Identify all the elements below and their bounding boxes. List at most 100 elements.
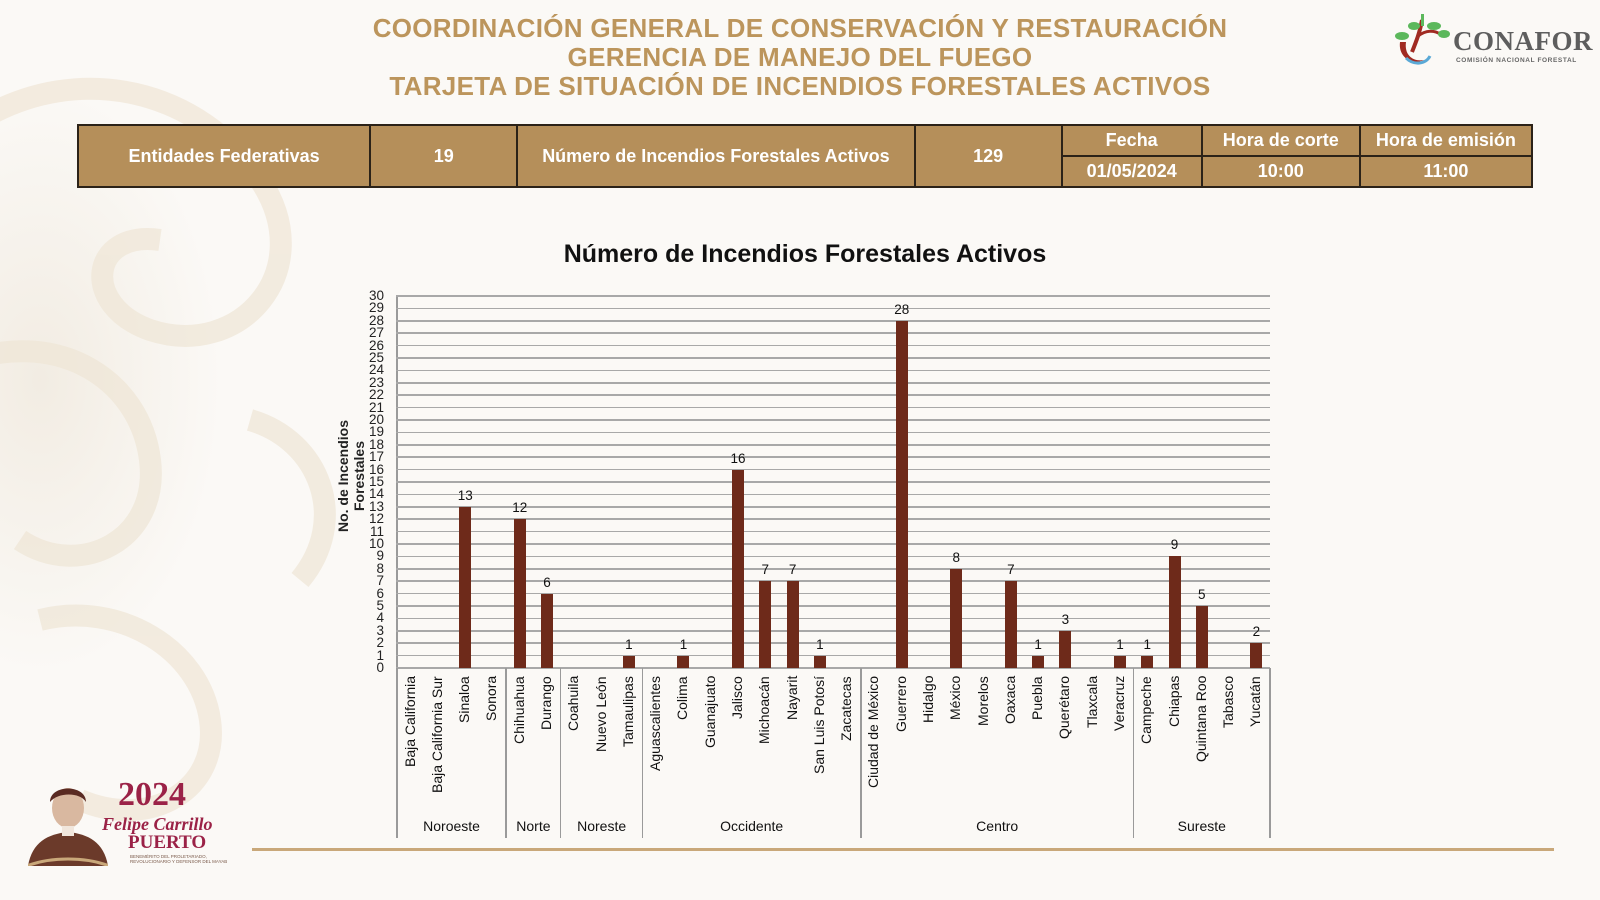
category-label: Quintana Roo <box>1192 676 1209 763</box>
category-label: Nuevo León <box>592 676 609 752</box>
badge-surname: PUERTO <box>128 832 207 853</box>
category-label: México <box>947 676 964 721</box>
category-label: Morelos <box>974 676 991 726</box>
bar <box>1004 581 1017 668</box>
bar-value-label: 1 <box>816 636 824 652</box>
bar-value-label: 1 <box>1034 636 1042 652</box>
y-tick-label: 13 <box>368 498 384 514</box>
gridline <box>396 630 1270 632</box>
gridline <box>396 481 1270 483</box>
felipe-carrillo-puerto-badge: 2024 Felipe Carrillo PUERTO BENEMÉRITO D… <box>20 770 230 875</box>
y-tick-label: 30 <box>368 288 384 303</box>
category-label: Tamaulipas <box>619 676 636 747</box>
y-tick-label: 4 <box>376 610 384 626</box>
region-label: Occidente <box>720 818 784 834</box>
gridline <box>396 357 1270 359</box>
gridline <box>396 518 1270 520</box>
gridline <box>396 369 1270 372</box>
category-label: Guerrero <box>892 676 909 733</box>
gridline <box>396 320 1270 322</box>
footer-divider <box>252 848 1554 851</box>
bar-value-label: 5 <box>1198 587 1206 602</box>
region-label: Norte <box>516 818 551 834</box>
gridline <box>396 617 1270 620</box>
category-label: Nayarit <box>783 676 800 721</box>
y-tick-label: 17 <box>368 449 384 465</box>
gridline <box>396 493 1270 496</box>
category-label: Tlaxcala <box>1083 676 1100 729</box>
y-tick-label: 26 <box>368 337 384 353</box>
region-separator <box>396 668 398 838</box>
bar-value-label: 7 <box>1007 562 1015 578</box>
y-tick-label: 16 <box>368 461 384 477</box>
category-label: Yucatán <box>1247 676 1264 727</box>
y-tick-label: 18 <box>368 436 384 452</box>
entidades-label: Entidades Federativas <box>76 124 372 188</box>
y-tick-label: 29 <box>368 300 384 316</box>
y-tick-label: 9 <box>376 548 384 564</box>
region-separator <box>860 668 862 838</box>
y-tick-label: 11 <box>369 523 384 539</box>
region-separator <box>1132 668 1135 838</box>
hora-corte-label: Hora de corte <box>1200 124 1361 157</box>
bar <box>732 469 745 668</box>
gridline <box>396 307 1270 310</box>
gridline <box>396 444 1270 446</box>
portrait-icon <box>28 788 108 866</box>
hora-emision-value: 11:00 <box>1358 155 1534 188</box>
category-label: Michoacán <box>756 676 773 744</box>
region-separator <box>641 668 644 838</box>
entidades-value: 19 <box>369 124 519 188</box>
bar <box>677 655 690 668</box>
gridline <box>396 592 1270 595</box>
bar-value-label: 1 <box>1143 636 1151 652</box>
category-label: Aguascalientes <box>647 676 664 771</box>
category-label: Sinaloa <box>456 676 473 723</box>
hora-emision-label: Hora de emisión <box>1358 124 1534 157</box>
category-label: San Luis Potosí <box>810 676 827 775</box>
bar-value-label: 1 <box>625 636 633 652</box>
category-label: Veracruz <box>1110 676 1127 732</box>
y-tick-label: 25 <box>368 350 384 365</box>
y-tick-label: 28 <box>368 312 384 328</box>
gridline <box>396 555 1270 558</box>
header-line-2: GERENCIA DE MANEJO DEL FUEGO <box>567 42 1033 72</box>
region-separator <box>505 668 507 838</box>
gridline <box>396 394 1270 396</box>
category-label: Hidalgo <box>919 676 936 724</box>
summary-table: Entidades Federativas 19 Número de Incen… <box>76 124 1534 188</box>
gridline <box>396 406 1270 409</box>
logo-wordmark: CONAFOR <box>1453 26 1593 56</box>
category-label: Jalisco <box>729 676 746 719</box>
header-line-3: TARJETA DE SITUACIÓN DE INCENDIOS FOREST… <box>389 71 1211 101</box>
gridline <box>396 667 1270 669</box>
y-tick-label: 1 <box>376 647 384 663</box>
gridline <box>396 543 1270 545</box>
category-label: Tabasco <box>1220 676 1237 729</box>
y-tick-label: 5 <box>376 598 384 613</box>
category-label: Sonora <box>483 676 500 722</box>
bar <box>786 581 799 668</box>
category-label: Puebla <box>1029 676 1046 720</box>
bar-value-label: 7 <box>788 562 797 578</box>
bar-value-label: 1 <box>679 636 688 652</box>
header-line-1: COORDINACIÓN GENERAL DE CONSERVACIÓN Y R… <box>372 13 1228 43</box>
bar <box>459 506 472 668</box>
gridline <box>396 419 1270 421</box>
category-label: Querétaro <box>1056 676 1073 740</box>
y-tick-label: 20 <box>368 412 384 427</box>
region-separator <box>1269 668 1271 838</box>
bar-value-label: 7 <box>761 562 770 578</box>
y-tick-label: 2 <box>376 635 384 651</box>
bar <box>541 593 554 668</box>
chart-title: Número de Incendios Forestales Activos <box>563 240 1047 268</box>
region-label: Centro <box>976 818 1019 834</box>
bar-value-label: 12 <box>512 500 528 516</box>
y-tick-label: 21 <box>368 399 384 415</box>
bar-value-label: 3 <box>1061 611 1070 627</box>
hora-corte-value: 10:00 <box>1200 155 1361 188</box>
gridline <box>396 568 1270 570</box>
gridline <box>396 654 1270 657</box>
y-tick-label: 22 <box>368 387 384 403</box>
